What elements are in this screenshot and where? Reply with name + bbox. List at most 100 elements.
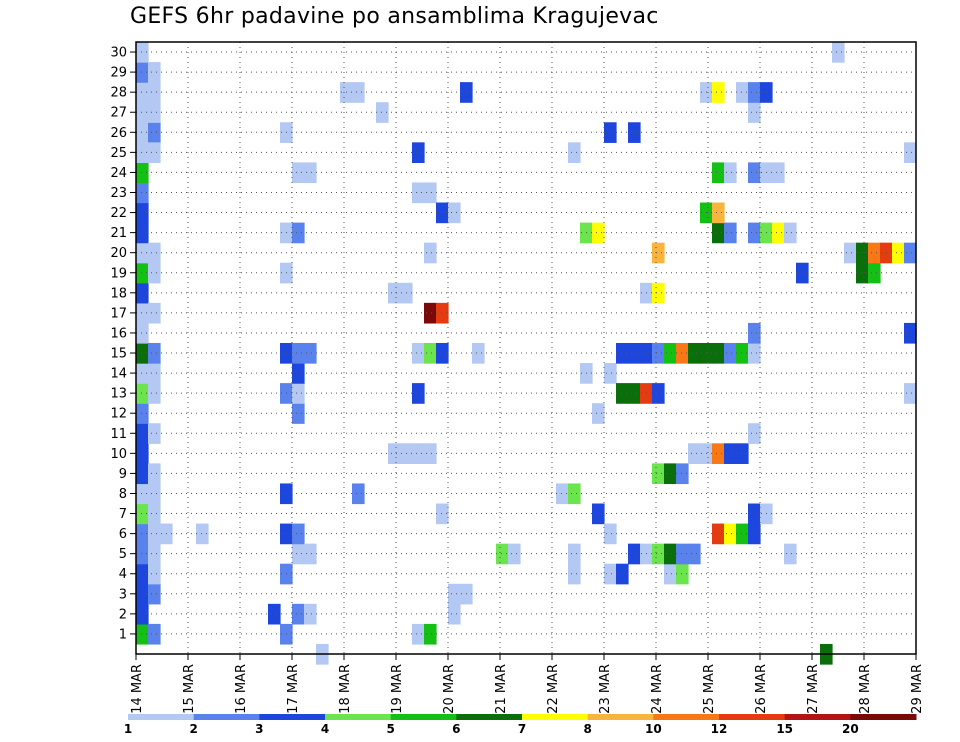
heatmap-cell (712, 523, 725, 545)
heatmap-cell (136, 342, 149, 364)
heatmap-cell (652, 543, 665, 565)
heatmap-cell (304, 162, 317, 184)
heatmap-cell (136, 523, 149, 545)
legend-swatch (784, 714, 851, 720)
legend-label: 6 (452, 722, 460, 736)
heatmap-cell (436, 342, 449, 364)
y-tick-label: 9 (119, 467, 127, 482)
y-tick-label: 18 (110, 286, 127, 301)
x-tick-label: 29 MAR (910, 664, 925, 714)
legend-label: 3 (255, 722, 263, 736)
heatmap-cell (412, 142, 425, 163)
heatmap-cell (136, 82, 149, 103)
legend-swatch (587, 714, 654, 720)
heatmap-cell (796, 262, 809, 284)
x-tick-label: 22 MAR (546, 664, 561, 714)
chart-title: GEFS 6hr padavine po ansamblima Kragujev… (130, 4, 659, 29)
heatmap-cell (136, 583, 149, 605)
legend-swatch (325, 714, 392, 720)
heatmap-cell (592, 503, 605, 525)
heatmap-cell (148, 242, 161, 264)
heatmap-cell (904, 242, 917, 264)
legend-swatch (193, 714, 260, 720)
heatmap-cell (148, 543, 161, 565)
heatmap-cell (784, 543, 797, 565)
heatmap-cell (748, 322, 761, 344)
heatmap-cell (616, 563, 629, 585)
legend-swatch (259, 714, 326, 720)
heatmap-cell (448, 603, 461, 625)
heatmap-cell (712, 443, 725, 464)
heatmap-cell (676, 563, 689, 585)
y-tick-label: 2 (119, 607, 127, 622)
heatmap-cell (136, 503, 149, 525)
heatmap-cell (136, 423, 149, 444)
heatmap-cell (436, 302, 449, 324)
heatmap-cell (652, 242, 665, 264)
heatmap-cell (412, 182, 425, 204)
heatmap-cell (724, 342, 737, 364)
x-tick-label: 16 MAR (234, 664, 249, 714)
heatmap-cell (748, 523, 761, 545)
heatmap-cell (136, 202, 149, 224)
heatmap-cell (136, 162, 149, 184)
legend-label: 2 (189, 722, 197, 736)
y-tick-label: 21 (110, 226, 127, 241)
heatmap-cell (736, 523, 749, 545)
y-tick-label: 22 (110, 206, 127, 221)
heatmap-cell (148, 102, 161, 123)
heatmap-cell (424, 342, 437, 364)
legend-label: 20 (842, 722, 859, 736)
heatmap-cell (592, 222, 605, 244)
heatmap-cell (448, 202, 461, 224)
heatmap-cell (136, 483, 149, 505)
heatmap-cell (568, 543, 581, 565)
heatmap-cell (148, 363, 161, 384)
heatmap-cell (292, 363, 305, 384)
y-tick-label: 12 (110, 407, 127, 422)
color-legend: 1 2 3 4 5 6 7 8 10 12 15 20 (124, 714, 917, 736)
heatmap-cell (748, 102, 761, 123)
heatmap-cell (748, 503, 761, 525)
heatmap-cell (664, 463, 677, 485)
heatmap-cell (136, 122, 149, 143)
heatmap-cell (424, 302, 437, 324)
heatmap-cell (676, 543, 689, 565)
heatmap-cell (136, 563, 149, 585)
heatmap-cell (508, 543, 521, 565)
legend-label: 15 (776, 722, 793, 736)
plot-frame (135, 41, 917, 655)
heatmap-cell (424, 623, 437, 645)
heatmap-cell (724, 222, 737, 244)
x-tick-label: 23 MAR (598, 664, 613, 714)
y-tick-label: 15 (110, 347, 127, 362)
heatmap-cell (136, 322, 149, 344)
heatmap-cell (892, 242, 905, 264)
heatmap-cell (148, 463, 161, 485)
heatmap-cell (424, 242, 437, 264)
x-axis: 14 MAR 15 MAR 16 MAR 17 MAR 18 MAR 19 MAR 20 M… (130, 654, 925, 714)
heatmap-cell (688, 543, 701, 565)
heatmap-cell (568, 483, 581, 505)
heatmap-cell (832, 42, 845, 63)
x-tick-label: 24 MAR (650, 664, 665, 714)
y-tick-label: 17 (110, 306, 127, 321)
heatmap-cell (436, 202, 449, 224)
heatmap-cell (868, 242, 881, 264)
heatmap-cell (292, 222, 305, 244)
y-tick-label: 7 (119, 507, 127, 522)
heatmap-cell (736, 443, 749, 464)
heatmap-cell (136, 42, 149, 63)
x-tick-label: 19 MAR (390, 664, 405, 714)
heatmap-cell (136, 543, 149, 565)
heatmap-cell (712, 162, 725, 184)
heatmap-cell (136, 142, 149, 163)
heatmap-cell (148, 583, 161, 605)
heatmap-cell (712, 82, 725, 103)
heatmap-cell (784, 222, 797, 244)
heatmap-cell (856, 242, 869, 264)
heatmap-cell (136, 302, 149, 324)
heatmap-cell (436, 503, 449, 525)
heatmap-cell (652, 463, 665, 485)
heatmap-cell (148, 342, 161, 364)
